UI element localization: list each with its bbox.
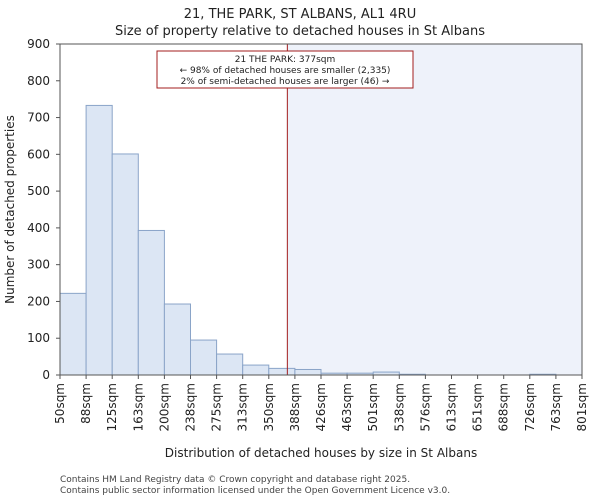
bar-238sqm [190, 339, 218, 376]
y-tick-label: 500 [27, 184, 50, 198]
bar-313sqm [242, 364, 270, 376]
bar-388sqm [294, 368, 322, 376]
annotation-border [156, 50, 414, 89]
y-tick-label: 600 [27, 147, 50, 161]
highlight-region [287, 44, 582, 375]
bars-group [59, 104, 557, 376]
bar-163sqm [137, 229, 165, 376]
bar-50sqm [59, 292, 87, 376]
x-tick-label: 238sqm [184, 383, 198, 431]
annotation-box: 21 THE PARK: 377sqm ← 98% of detached ho… [156, 50, 414, 89]
y-tick-label: 100 [27, 331, 50, 345]
x-tick-label: 688sqm [497, 383, 511, 431]
y-tick-label: 300 [27, 258, 50, 272]
x-tick-label: 163sqm [131, 383, 145, 431]
x-tick-label: 50sqm [53, 383, 67, 424]
x-tick-label: 275sqm [210, 383, 224, 431]
y-tick-label: 400 [27, 221, 50, 235]
x-tick-label: 726sqm [523, 383, 537, 431]
chart-subtitle: Size of property relative to detached ho… [115, 24, 485, 39]
footer-line-1: Contains HM Land Registry data © Crown c… [60, 475, 410, 485]
x-axis-label: Distribution of detached houses by size … [165, 446, 477, 460]
y-axis: 0 100 200 300 400 500 600 700 800 900 [27, 37, 60, 382]
annotation-line-2: ← 98% of detached houses are smaller (2,… [180, 66, 391, 76]
x-tick-label: 426sqm [314, 383, 328, 431]
y-tick-label: 0 [42, 368, 50, 382]
chart-title: 21, THE PARK, ST ALBANS, AL1 4RU [184, 7, 416, 22]
x-tick-label: 200sqm [157, 383, 171, 431]
x-tick-label: 313sqm [236, 383, 250, 431]
x-tick-label: 576sqm [418, 383, 432, 431]
x-axis: 50sqm 88sqm 125sqm 163sqm 200sqm 238sqm 275sqm… [53, 375, 589, 431]
x-tick-label: 350sqm [262, 383, 276, 431]
y-axis-label: Number of detached properties [3, 115, 17, 304]
bar-88sqm [85, 104, 113, 376]
bar-125sqm [111, 153, 139, 376]
y-tick-label: 700 [27, 111, 50, 125]
x-tick-label: 801sqm [575, 383, 589, 431]
bar-350sqm [268, 367, 296, 376]
y-tick-label: 800 [27, 74, 50, 88]
x-tick-label: 501sqm [366, 383, 380, 431]
x-tick-label: 88sqm [79, 383, 93, 424]
plot-area: 21 THE PARK: 377sqm ← 98% of detached ho… [59, 43, 583, 376]
annotation-line-3: 2% of semi-detached houses are larger (4… [181, 77, 390, 87]
x-tick-label: 388sqm [288, 383, 302, 431]
x-tick-label: 651sqm [471, 383, 485, 431]
annotation-line-1: 21 THE PARK: 377sqm [235, 55, 336, 65]
y-tick-label: 900 [27, 37, 50, 51]
bar-200sqm [163, 303, 191, 376]
y-tick-label: 200 [27, 294, 50, 308]
x-tick-label: 763sqm [549, 383, 563, 431]
x-tick-label: 538sqm [392, 383, 406, 431]
x-tick-label: 613sqm [445, 383, 459, 431]
footer-line-2: Contains public sector information licen… [60, 486, 450, 496]
x-tick-label: 125sqm [105, 383, 119, 431]
x-tick-label: 463sqm [340, 383, 354, 431]
bar-275sqm [216, 353, 244, 376]
